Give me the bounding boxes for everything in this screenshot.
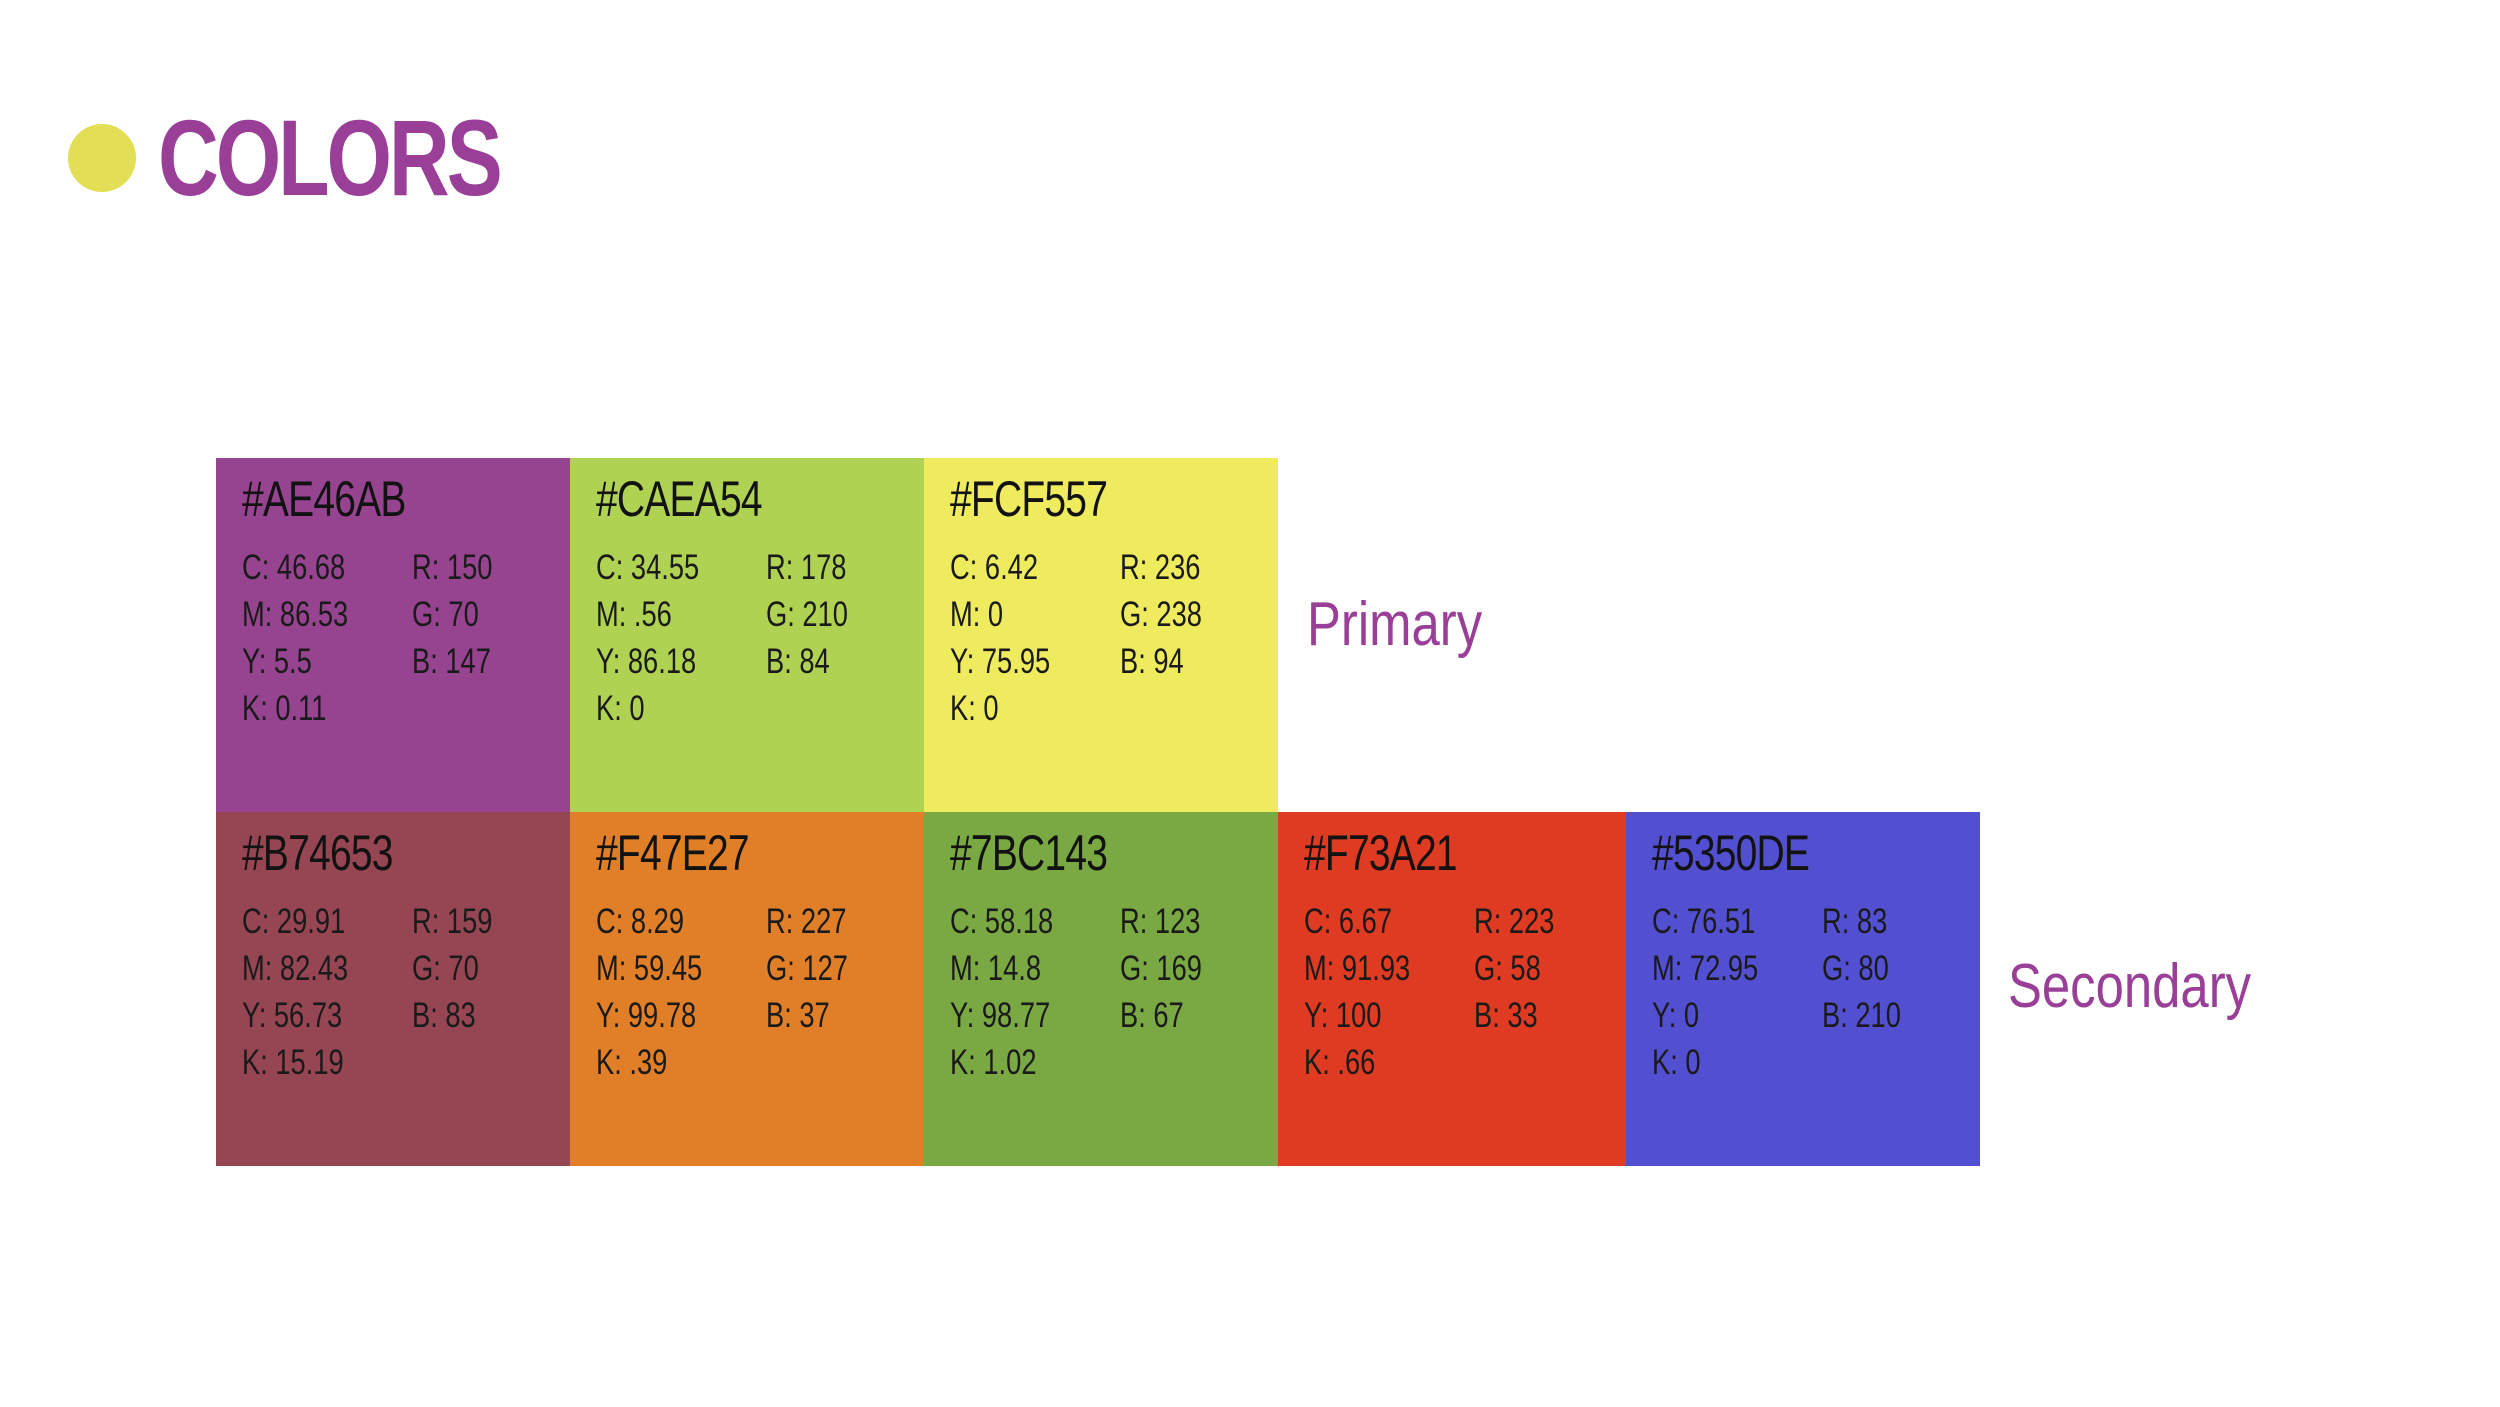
swatch-hex: #5350DE: [1652, 825, 1810, 881]
cmyk-y: Y: 86.18: [596, 642, 697, 681]
swatch-values: C: 34.55 R: 178 M: .56 G: 210 Y: 86.18 B…: [596, 544, 924, 732]
rgb-b: B: 67: [1120, 996, 1184, 1035]
cmyk-c: C: 76.51: [1652, 902, 1756, 941]
cmyk-k: K: 0: [596, 689, 645, 728]
rgb-r: R: 150: [412, 548, 493, 587]
primary-palette: #AE46AB C: 46.68 R: 150 M: 86.53 G: 70 Y…: [216, 458, 1278, 812]
cmyk-y: Y: 99.78: [596, 996, 697, 1035]
swatch-hex: #7BC143: [950, 825, 1108, 881]
swatch-primary-2: #CAEA54 C: 34.55 R: 178 M: .56 G: 210 Y:…: [570, 458, 924, 812]
secondary-label: Secondary: [2008, 952, 2252, 1021]
swatch-hex: #F73A21: [1304, 825, 1458, 881]
rgb-g: G: 127: [766, 949, 848, 988]
cmyk-c: C: 34.55: [596, 548, 700, 587]
rgb-r: R: 83: [1822, 902, 1888, 941]
cmyk-m: M: 0: [950, 595, 1004, 634]
rgb-g: G: 70: [412, 595, 479, 634]
rgb-g: G: 80: [1822, 949, 1889, 988]
swatch-hex: #CAEA54: [596, 471, 763, 527]
swatch-values: C: 6.42 R: 236 M: 0 G: 238 Y: 75.95 B: 9…: [950, 544, 1278, 732]
cmyk-m: M: 86.53: [242, 595, 349, 634]
rgb-g: G: 70: [412, 949, 479, 988]
cmyk-k: K: 1.02: [950, 1043, 1037, 1082]
swatch-secondary-5: #5350DE C: 76.51 R: 83 M: 72.95 G: 80 Y:…: [1626, 812, 1980, 1166]
rgb-r: R: 236: [1120, 548, 1201, 587]
rgb-b: B: 37: [766, 996, 830, 1035]
swatch-values: C: 8.29 R: 227 M: 59.45 G: 127 Y: 99.78 …: [596, 898, 924, 1086]
cmyk-c: C: 6.67: [1304, 902, 1393, 941]
cmyk-y: Y: 100: [1304, 996, 1382, 1035]
cmyk-y: Y: 75.95: [950, 642, 1051, 681]
cmyk-y: Y: 56.73: [242, 996, 343, 1035]
secondary-palette: #B74653 C: 29.91 R: 159 M: 82.43 G: 70 Y…: [216, 812, 1980, 1166]
cmyk-y: Y: 5.5: [242, 642, 312, 681]
rgb-g: G: 210: [766, 595, 848, 634]
rgb-g: G: 58: [1474, 949, 1541, 988]
cmyk-y: Y: 0: [1652, 996, 1700, 1035]
cmyk-m: M: 91.93: [1304, 949, 1411, 988]
swatch-secondary-2: #F47E27 C: 8.29 R: 227 M: 59.45 G: 127 Y…: [570, 812, 924, 1166]
bullet-dot-icon: [68, 124, 136, 192]
cmyk-c: C: 6.42: [950, 548, 1039, 587]
rgb-b: B: 210: [1822, 996, 1901, 1035]
swatch-primary-1: #AE46AB C: 46.68 R: 150 M: 86.53 G: 70 Y…: [216, 458, 570, 812]
cmyk-c: C: 58.18: [950, 902, 1054, 941]
page-header: COLORS: [68, 104, 596, 212]
swatch-secondary-1: #B74653 C: 29.91 R: 159 M: 82.43 G: 70 Y…: [216, 812, 570, 1166]
rgb-g: G: 169: [1120, 949, 1202, 988]
swatch-primary-3: #FCF557 C: 6.42 R: 236 M: 0 G: 238 Y: 75…: [924, 458, 1278, 812]
swatch-values: C: 76.51 R: 83 M: 72.95 G: 80 Y: 0 B: 21…: [1652, 898, 1980, 1086]
cmyk-c: C: 8.29: [596, 902, 685, 941]
rgb-b: B: 94: [1120, 642, 1184, 681]
cmyk-c: C: 29.91: [242, 902, 346, 941]
rgb-r: R: 223: [1474, 902, 1555, 941]
swatch-secondary-4: #F73A21 C: 6.67 R: 223 M: 91.93 G: 58 Y:…: [1278, 812, 1626, 1166]
cmyk-y: Y: 98.77: [950, 996, 1051, 1035]
swatch-values: C: 29.91 R: 159 M: 82.43 G: 70 Y: 56.73 …: [242, 898, 570, 1086]
rgb-r: R: 159: [412, 902, 493, 941]
swatch-hex: #FCF557: [950, 471, 1108, 527]
rgb-b: B: 84: [766, 642, 830, 681]
cmyk-k: K: .39: [596, 1043, 668, 1082]
rgb-g: G: 238: [1120, 595, 1202, 634]
cmyk-m: M: .56: [596, 595, 672, 634]
swatch-values: C: 46.68 R: 150 M: 86.53 G: 70 Y: 5.5 B:…: [242, 544, 570, 732]
rgb-b: B: 33: [1474, 996, 1538, 1035]
cmyk-k: K: 15.19: [242, 1043, 344, 1082]
swatch-hex: #B74653: [242, 825, 393, 881]
primary-label: Primary: [1307, 590, 1483, 659]
rgb-r: R: 178: [766, 548, 847, 587]
swatch-hex: #F47E27: [596, 825, 750, 881]
cmyk-k: K: 0: [950, 689, 999, 728]
rgb-r: R: 123: [1120, 902, 1201, 941]
cmyk-k: K: 0: [1652, 1043, 1701, 1082]
cmyk-k: K: 0.11: [242, 689, 327, 728]
rgb-b: B: 147: [412, 642, 491, 681]
rgb-b: B: 83: [412, 996, 476, 1035]
cmyk-k: K: .66: [1304, 1043, 1376, 1082]
cmyk-m: M: 14.8: [950, 949, 1042, 988]
page-title: COLORS: [158, 97, 503, 218]
cmyk-m: M: 82.43: [242, 949, 349, 988]
cmyk-c: C: 46.68: [242, 548, 346, 587]
cmyk-m: M: 59.45: [596, 949, 703, 988]
swatch-hex: #AE46AB: [242, 471, 406, 527]
swatch-values: C: 6.67 R: 223 M: 91.93 G: 58 Y: 100 B: …: [1304, 898, 1626, 1086]
rgb-r: R: 227: [766, 902, 847, 941]
cmyk-m: M: 72.95: [1652, 949, 1759, 988]
swatch-secondary-3: #7BC143 C: 58.18 R: 123 M: 14.8 G: 169 Y…: [924, 812, 1278, 1166]
swatch-values: C: 58.18 R: 123 M: 14.8 G: 169 Y: 98.77 …: [950, 898, 1278, 1086]
